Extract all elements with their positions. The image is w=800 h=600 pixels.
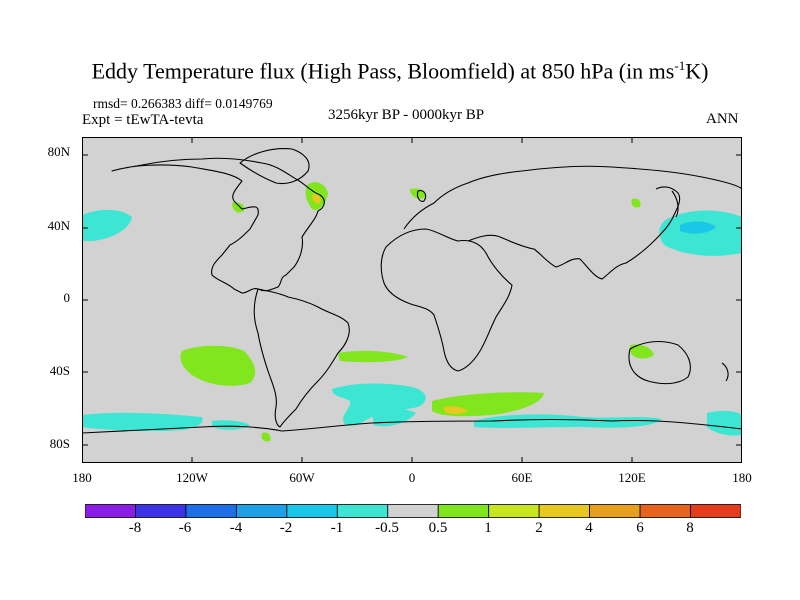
anomaly-region [180, 345, 256, 386]
anomaly-region [444, 406, 468, 414]
title-main: Eddy Temperature flux (High Pass, Bloomf… [91, 58, 675, 84]
colorbar-swatch [286, 504, 338, 518]
anomaly-region [261, 432, 271, 442]
colorbar-swatch [336, 504, 389, 518]
anomaly-region [312, 194, 321, 204]
north-america-coast [111, 157, 325, 294]
lon-tick-label: 60W [289, 470, 315, 485]
britain-coast [416, 190, 427, 202]
lon-tick-label: 0 [408, 470, 416, 485]
anomaly-region [372, 408, 416, 427]
lat-tick-label: 0 [63, 290, 71, 305]
colorbar-tick-label: 4 [585, 520, 593, 536]
colorbar-swatch [538, 504, 591, 518]
colorbar-swatch [135, 504, 187, 518]
anomaly-region [82, 412, 203, 431]
colorbar-tick-label: 8 [686, 520, 694, 536]
chart-title: Eddy Temperature flux (High Pass, Bloomf… [0, 58, 800, 84]
anomaly-region [82, 209, 132, 241]
anomaly-region [232, 202, 245, 213]
map-frame [82, 137, 742, 463]
colorbar [85, 504, 741, 518]
anomaly-region [338, 350, 408, 363]
colorbar-swatch [488, 504, 540, 518]
colorbar-swatch [639, 504, 691, 518]
anomaly-region [680, 221, 716, 234]
colorbar-tick-label: 6 [636, 520, 644, 536]
title-tail: K) [685, 58, 709, 84]
antarctica-coast [82, 418, 742, 434]
africa-coast [380, 228, 513, 372]
colorbar-tick-label: -6 [178, 520, 192, 536]
anomaly-region [474, 414, 662, 428]
anomaly-region [212, 420, 250, 430]
south-america-coast [253, 288, 350, 428]
new-zealand-coast [721, 362, 729, 382]
colorbar-swatch [690, 504, 741, 518]
colorbar-tick-label: -4 [229, 520, 243, 536]
title-superscript: -1 [674, 58, 686, 73]
japan-coast [671, 190, 679, 218]
season-label: ANN [706, 111, 739, 127]
colorbar-tick-label: -2 [279, 520, 293, 536]
lat-tick-label: 80S [49, 436, 70, 451]
colorbar-swatch [85, 504, 136, 518]
lat-tick-label: 40N [47, 218, 70, 233]
coastlines [82, 148, 742, 434]
greenland-coast [239, 148, 310, 185]
period-label: 3256kyr BP - 0000kyr BP [327, 107, 485, 123]
lon-tick-label: 180 [72, 470, 92, 485]
colorbar-swatch [589, 504, 641, 518]
colorbar-tick-label: -0.5 [375, 520, 399, 536]
colorbar-tick-label: -8 [128, 520, 142, 536]
lat-tick-label: 40S [49, 363, 70, 378]
lon-tick-label: 120W [176, 470, 208, 485]
colorbar-tick-label: -1 [330, 520, 344, 536]
australia-coast [628, 340, 691, 385]
colorbar-tick-label: 2 [535, 520, 543, 536]
stats-label: rmsd= 0.266383 diff= 0.0149769 [93, 96, 273, 111]
anomaly-region [631, 198, 641, 208]
colorbar-swatch [437, 504, 490, 518]
colorbar-tick-label: 1 [484, 520, 492, 536]
anomaly-region [630, 344, 654, 359]
eurasia-south-coast [467, 186, 681, 280]
anomaly-region [332, 383, 426, 426]
colorbar-swatch [235, 504, 288, 518]
experiment-label: Expt = tEwTA-tevta [82, 112, 204, 128]
anomaly-region [707, 410, 742, 436]
lat-tick-label: 80N [47, 144, 70, 159]
lon-tick-label: 180 [732, 470, 752, 485]
colorbar-tick-label: 0.5 [428, 520, 448, 536]
colorbar-swatch [387, 504, 439, 518]
colorbar-swatch [185, 504, 237, 518]
anomaly-map [82, 137, 742, 463]
lon-tick-label: 60E [511, 470, 533, 485]
lon-tick-label: 120E [618, 470, 646, 485]
anomaly-fields [82, 182, 742, 442]
eurasia-north-coast [403, 165, 742, 230]
